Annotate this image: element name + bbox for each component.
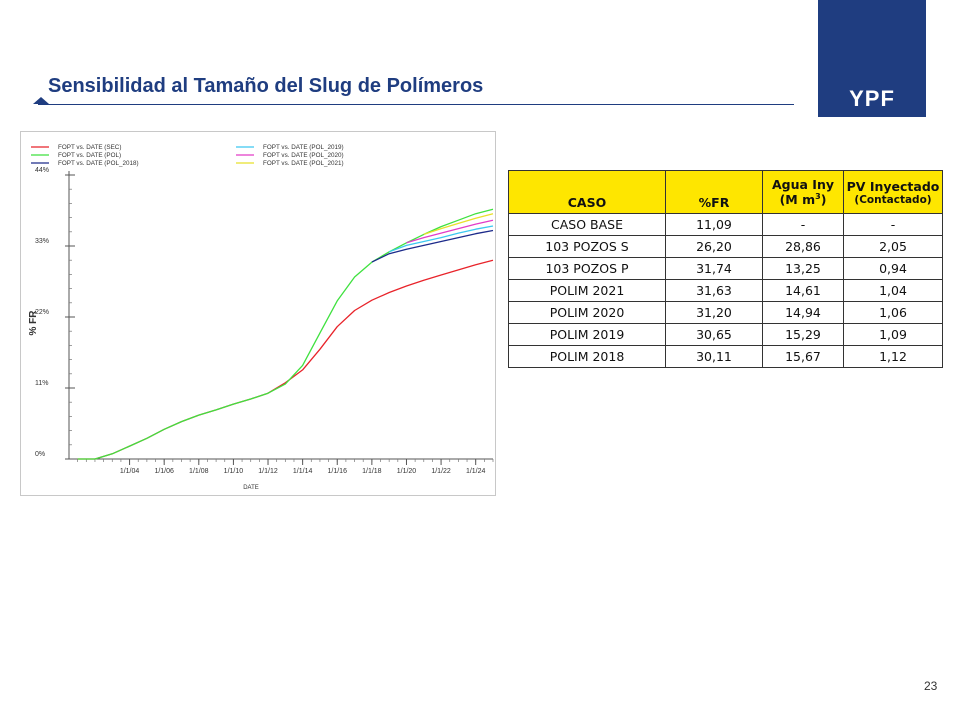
cell-caso: POLIM 2020 — [508, 301, 666, 324]
series-line — [371, 229, 494, 263]
cell-fr: 11,09 — [665, 213, 763, 236]
y-axis-label: % FR — [28, 310, 39, 336]
cell-agua: 13,25 — [762, 257, 844, 280]
x-tick-label: 1/1/24 — [466, 468, 486, 475]
series-line — [77, 208, 494, 460]
x-tick-label: 1/1/14 — [293, 468, 313, 475]
cell-caso: POLIM 2019 — [508, 323, 666, 346]
x-tick-label: 1/1/20 — [397, 468, 417, 475]
cell-pv: 2,05 — [843, 235, 943, 258]
x-axis-label: DATE — [243, 485, 259, 491]
logo-text: YPF — [849, 86, 895, 111]
title-divider — [38, 104, 794, 105]
legend-label: FOPT vs. DATE (POL_2020) — [263, 152, 344, 159]
table-header-row: CASO %FR Agua Iny (M m3) PV Inyectado (C… — [508, 170, 943, 214]
cell-fr: 30,65 — [665, 323, 763, 346]
y-tick-label: 44% — [35, 167, 49, 174]
cell-caso: POLIM 2018 — [508, 345, 666, 368]
results-table: CASO %FR Agua Iny (M m3) PV Inyectado (C… — [508, 170, 943, 368]
x-tick-label: 1/1/22 — [431, 468, 451, 475]
cell-agua: 15,29 — [762, 323, 844, 346]
x-tick-label: 1/1/16 — [328, 468, 348, 475]
cell-agua: 14,61 — [762, 279, 844, 302]
page-number: 23 — [924, 679, 938, 693]
table-row: 103 POZOS S 26,20 28,86 2,05 — [508, 235, 943, 258]
title-triangle-icon — [33, 97, 49, 104]
table-row: 103 POZOS P 31,74 13,25 0,94 — [508, 257, 943, 280]
cell-caso: 103 POZOS P — [508, 257, 666, 280]
series-line — [423, 213, 494, 236]
cell-caso: CASO BASE — [508, 213, 666, 236]
cell-pv: 1,06 — [843, 301, 943, 324]
y-tick-label: 0% — [35, 451, 45, 458]
ypf-logo: YPF — [818, 0, 926, 117]
x-tick-label: 1/1/18 — [362, 468, 382, 475]
series-line — [406, 219, 494, 244]
cell-pv: 1,12 — [843, 345, 943, 368]
y-tick-label: 11% — [35, 380, 49, 387]
legend-label: FOPT vs. DATE (POL_2019) — [263, 144, 344, 151]
table-row: POLIM 2019 30,65 15,29 1,09 — [508, 323, 943, 346]
cell-caso: POLIM 2021 — [508, 279, 666, 302]
page-title: Sensibilidad al Tamaño del Slug de Polím… — [48, 75, 484, 97]
table-row: POLIM 2018 30,11 15,67 1,12 — [508, 345, 943, 368]
cell-pv: 1,09 — [843, 323, 943, 346]
table-row: POLIM 2020 31,20 14,94 1,06 — [508, 301, 943, 324]
y-tick-label: 22% — [35, 309, 49, 316]
series-line — [77, 259, 494, 460]
line-chart: 0% 11% 22% 33% 44% 1/1/04 1/1/06 1/1/08 1/1/10 1/… — [28, 144, 494, 491]
cell-pv: 0,94 — [843, 257, 943, 280]
col-header-pv: PV Inyectado (Contactado) — [843, 170, 943, 214]
legend-label: FOPT vs. DATE (POL) — [58, 152, 121, 159]
series-line — [388, 225, 494, 253]
x-tick-label: 1/1/10 — [224, 468, 244, 475]
cell-fr: 31,74 — [665, 257, 763, 280]
cell-pv: 1,04 — [843, 279, 943, 302]
table-row: POLIM 2021 31,63 14,61 1,04 — [508, 279, 943, 302]
cell-agua: 14,94 — [762, 301, 844, 324]
col-header-agua: Agua Iny (M m3) — [762, 170, 844, 214]
x-tick-label: 1/1/04 — [120, 468, 140, 475]
legend-label: FOPT vs. DATE (SEC) — [58, 144, 121, 151]
x-tick-label: 1/1/06 — [154, 468, 174, 475]
x-tick-label: 1/1/12 — [258, 468, 278, 475]
cell-pv: - — [843, 213, 943, 236]
cell-fr: 31,63 — [665, 279, 763, 302]
cell-agua: - — [762, 213, 844, 236]
table-row: CASO BASE 11,09- - — [508, 213, 943, 236]
cell-agua: 15,67 — [762, 345, 844, 368]
x-tick-label: 1/1/08 — [189, 468, 209, 475]
cell-fr: 31,20 — [665, 301, 763, 324]
y-tick-label: 33% — [35, 238, 49, 245]
legend-label: FOPT vs. DATE (POL_2021) — [263, 160, 344, 167]
col-header-fr: %FR — [665, 170, 763, 214]
cell-agua: 28,86 — [762, 235, 844, 258]
cell-caso: 103 POZOS S — [508, 235, 666, 258]
legend-label: FOPT vs. DATE (POL_2018) — [58, 160, 139, 167]
chart-panel: 0% 11% 22% 33% 44% 1/1/04 1/1/06 1/1/08 1/1/10 1/… — [20, 131, 496, 496]
col-header-caso: CASO — [508, 170, 666, 214]
cell-fr: 26,20 — [665, 235, 763, 258]
cell-fr: 30,11 — [665, 345, 763, 368]
